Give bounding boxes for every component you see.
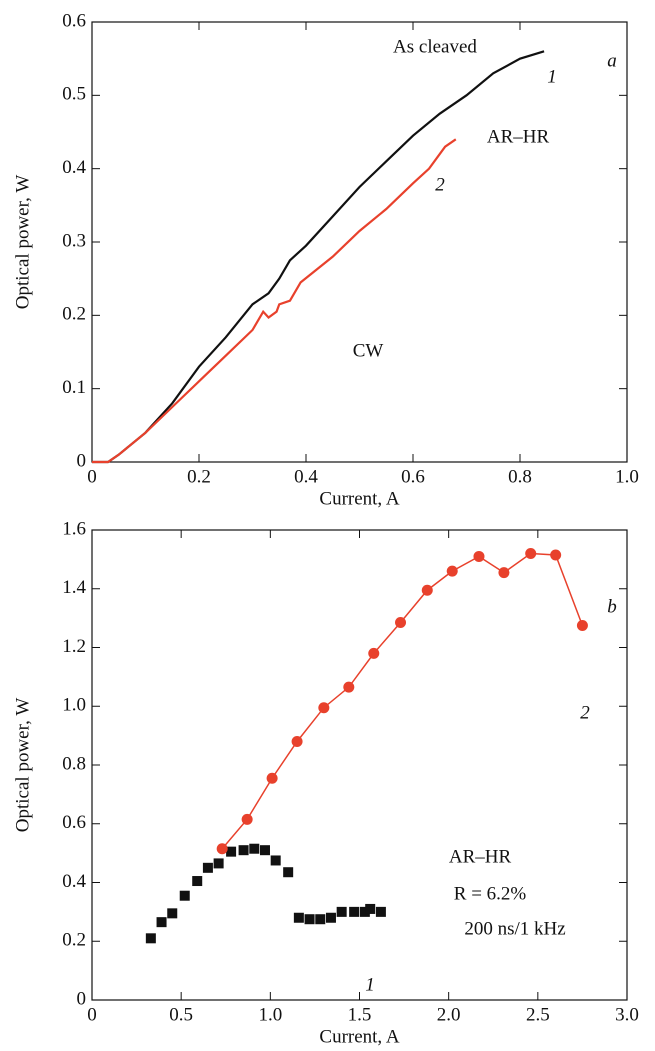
marker [498,567,510,579]
x-tick-label: 0.2 [187,466,211,487]
marker [359,906,370,917]
marker [349,906,360,917]
annotation: AR–HR [449,846,512,867]
annotation: As cleaved [393,36,477,57]
marker [395,617,407,629]
y-tick-label: 0.6 [62,812,86,833]
annotation: R = 6.2% [454,883,527,904]
marker [145,933,156,944]
marker [179,890,190,901]
x-tick-label: 0 [87,1004,97,1025]
y-tick-label: 0.2 [62,304,86,325]
annotation: 200 ns/1 kHz [464,918,565,939]
marker [304,914,315,925]
marker [249,843,260,854]
annotation: a [607,50,617,71]
marker [270,855,281,866]
x-tick-label: 1.0 [258,1004,282,1025]
x-tick-label: 0.6 [401,466,425,487]
annotation: AR–HR [487,126,550,147]
marker [291,736,303,747]
x-tick-label: 0 [87,466,97,487]
y-axis-title: Optical power, W [12,698,33,833]
annotation: 1 [365,974,375,995]
marker [525,548,537,559]
y-tick-label: 0 [77,450,87,471]
marker [238,845,249,856]
annotation: 2 [580,702,590,723]
marker [325,912,336,923]
marker [368,647,380,659]
x-axis-title: Current, A [319,488,399,509]
x-axis-title: Current, A [319,1026,399,1047]
marker [365,903,376,914]
marker [192,876,203,887]
marker [550,549,562,561]
marker [375,906,386,917]
marker [156,917,167,928]
marker [241,813,253,825]
marker [226,846,237,857]
series-line [92,50,545,464]
y-axis-title: Optical power, W [12,175,33,310]
annotation: 1 [547,66,557,87]
marker [266,772,278,784]
x-tick-label: 3.0 [615,1004,639,1025]
annotation: b [607,596,617,617]
marker [259,845,270,856]
marker [293,912,304,923]
x-tick-label: 0.5 [169,1004,193,1025]
y-tick-label: 0.5 [62,84,86,105]
y-tick-label: 0.8 [62,753,86,774]
series-line [92,138,457,464]
marker [336,906,347,917]
y-tick-label: 0.4 [62,871,86,892]
y-tick-label: 1.6 [62,518,86,539]
y-tick-label: 1.2 [62,636,86,657]
series-line [221,552,584,850]
plot-frame [91,21,628,463]
marker [343,681,355,693]
y-tick-label: 1.0 [62,695,86,716]
y-tick-label: 1.4 [62,577,86,598]
marker [446,565,458,577]
x-tick-label: 1.0 [615,466,639,487]
x-tick-label: 0.8 [508,466,532,487]
y-tick-label: 0.1 [62,377,86,398]
marker [315,914,326,925]
marker [576,619,588,631]
x-tick-label: 1.5 [348,1004,372,1025]
y-tick-label: 0.4 [62,157,86,178]
marker [202,862,213,873]
annotation: 2 [435,174,445,195]
marker [216,843,228,855]
marker [421,584,433,596]
marker [167,908,178,919]
y-tick-label: 0.2 [62,930,86,951]
marker [283,867,294,878]
marker [473,550,485,562]
y-tick-label: 0.6 [62,10,86,31]
y-tick-label: 0 [77,988,87,1009]
annotation: CW [353,340,384,361]
marker [213,858,224,869]
y-tick-label: 0.3 [62,230,86,251]
marker [318,702,330,714]
x-tick-label: 2.0 [437,1004,461,1025]
x-tick-label: 0.4 [294,466,318,487]
x-tick-label: 2.5 [526,1004,550,1025]
